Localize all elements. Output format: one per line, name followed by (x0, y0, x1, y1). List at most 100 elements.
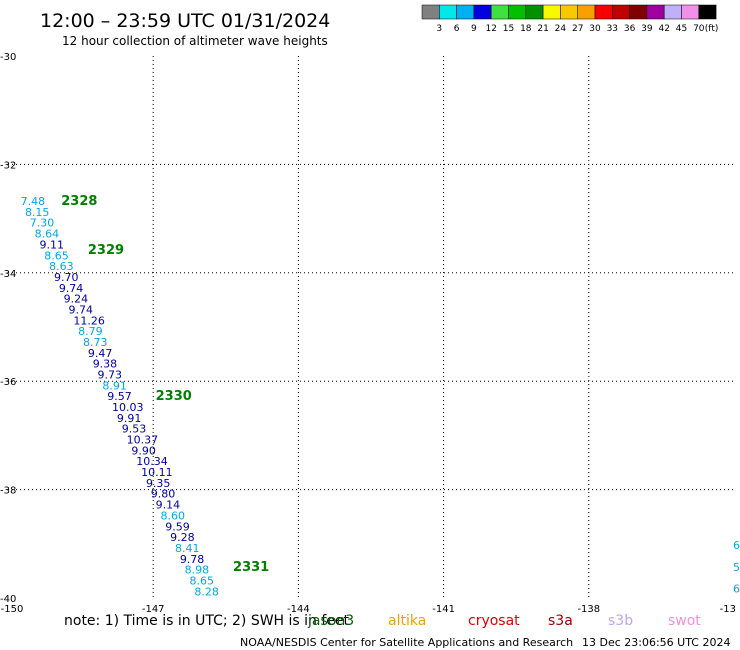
wave-height-value: 9.80 (151, 488, 176, 501)
satellite-legend: jason3 altika cryosat s3a s3b swot (307, 613, 701, 629)
wave-height-value: 8.73 (83, 336, 108, 349)
wave-height-value: 10.37 (127, 434, 159, 447)
wave-height-value: 7.30 (30, 217, 54, 230)
color-swatch (421, 4, 440, 20)
wave-height-value: 9.90 (131, 444, 156, 457)
lat-lon-grid (8, 56, 734, 598)
wave-height-value: 9.14 (156, 499, 181, 512)
note-text: note: 1) Time is in UTC; 2) SWH is in fe… (64, 613, 350, 629)
track-time-label: 2328 (61, 194, 97, 209)
color-swatch (612, 4, 630, 20)
wave-height-value: 10.34 (136, 455, 168, 468)
wave-height-value: 10.03 (112, 401, 144, 414)
wave-height-value: 8.41 (175, 542, 200, 555)
wave-height-value: 5 (733, 561, 740, 574)
wave-height-value: 9.73 (98, 368, 123, 381)
color-swatch (542, 4, 561, 20)
color-scale-label: 70 (693, 24, 705, 34)
wave-height-value: 8.65 (44, 249, 69, 262)
color-swatch (646, 4, 665, 20)
latitude-label: -34 (0, 269, 16, 280)
track-time-labels: 2328 2329 2330 2331 (61, 194, 269, 575)
wave-height-value: 9.74 (59, 282, 84, 295)
color-scale-label: 27 (572, 24, 583, 34)
legend-altika: altika (388, 613, 426, 629)
track-time-label: 2330 (156, 389, 192, 404)
color-scale-label: 6 (454, 24, 460, 34)
wave-height-value: 9.38 (93, 358, 118, 371)
legend-jason3: jason3 (307, 613, 354, 629)
color-scale-label: 15 (503, 24, 514, 34)
wave-height-value: 8.60 (160, 509, 185, 522)
legend-s3a: s3a (548, 613, 573, 629)
wave-height-value: 9.78 (180, 553, 205, 566)
color-scale-label: 45 (676, 24, 687, 34)
color-swatch (577, 4, 596, 20)
color-swatch (629, 4, 648, 20)
color-scale-label: 18 (520, 24, 532, 34)
map-subtitle: 12 hour collection of altimeter wave hei… (62, 34, 328, 48)
longitude-label: -13 (720, 604, 736, 615)
axis-labels: -150 -147 -144 -141 -138 -13 -30 -32 -34 -36 -38 -4… (0, 52, 736, 615)
color-swatch (473, 4, 492, 20)
wave-height-value: 9.91 (117, 412, 141, 425)
wave-height-value: 9.24 (64, 293, 89, 306)
color-swatch (663, 4, 682, 20)
color-swatch (490, 4, 509, 20)
wave-height-value: 11.26 (73, 314, 105, 327)
wave-height-value: 9.35 (146, 477, 171, 490)
color-scale-label: 33 (607, 24, 618, 34)
color-scale-label: 36 (624, 24, 636, 34)
color-scale-label: 24 (555, 24, 567, 34)
legend-s3b: s3b (608, 613, 633, 629)
color-scale-label: 30 (589, 24, 601, 34)
wave-height-value: 9.28 (170, 531, 195, 544)
color-swatch (508, 4, 527, 20)
wave-height-value: 8.91 (102, 379, 127, 392)
latitude-label: -38 (0, 486, 16, 497)
wave-height-value: 8.28 (194, 585, 219, 598)
wave-height-value: 8.15 (25, 206, 50, 219)
wave-height-value: 8.98 (185, 564, 210, 577)
footer-timestamp: 13 Dec 23:06:56 UTC 2024 (582, 636, 730, 649)
wave-height-value: 6 (733, 583, 740, 596)
wave-height-value: 10.11 (141, 466, 173, 479)
color-scale-unit: (ft) (705, 24, 719, 34)
map-title: 12:00 – 23:59 UTC 01/31/2024 (40, 10, 330, 32)
latitude-label: -40 (0, 594, 16, 605)
wave-height-value: 9.57 (107, 390, 132, 403)
footer-credit: NOAA/NESDIS Center for Satellite Applica… (240, 636, 573, 649)
wave-height-value: 9.74 (69, 303, 94, 316)
color-swatch (698, 4, 717, 20)
wave-height-value: 9.59 (165, 520, 190, 533)
color-scale-label: 21 (537, 24, 548, 34)
longitude-label: -147 (142, 604, 165, 615)
wave-height-value: 6 (733, 539, 740, 552)
color-scale-label: 12 (485, 24, 496, 34)
wave-height-value: 8.64 (35, 228, 60, 241)
legend-cryosat: cryosat (468, 613, 520, 629)
wave-height-value: 9.47 (88, 347, 113, 360)
color-swatch (456, 4, 475, 20)
color-scale-label: 39 (641, 24, 653, 34)
wave-height-value: 8.65 (190, 574, 215, 587)
wave-height-value: 9.53 (122, 423, 146, 436)
wave-height-value: 9.70 (54, 271, 78, 284)
track-time-label: 2331 (233, 560, 269, 575)
longitude-label: -138 (577, 604, 600, 615)
color-swatch (525, 4, 544, 20)
latitude-label: -36 (0, 377, 16, 388)
color-scale-label: 42 (658, 24, 669, 34)
color-swatch (681, 4, 700, 20)
wave-height-value: 7.48 (21, 195, 46, 208)
color-swatch (594, 4, 613, 20)
color-scale-bar: 3 6 9 12 15 18 21 24 27 30 33 36 39 42 45 70 (ft) (421, 4, 719, 34)
satellite-track: 7.488.157.308.649.118.658.639.709.749.24… (21, 195, 740, 598)
latitude-label: -30 (0, 52, 16, 63)
color-scale-label: 3 (436, 24, 442, 34)
legend-swot: swot (668, 613, 701, 629)
color-scale-label: 9 (471, 24, 477, 34)
wave-height-value: 8.63 (49, 260, 74, 273)
track-time-label: 2329 (88, 243, 124, 258)
